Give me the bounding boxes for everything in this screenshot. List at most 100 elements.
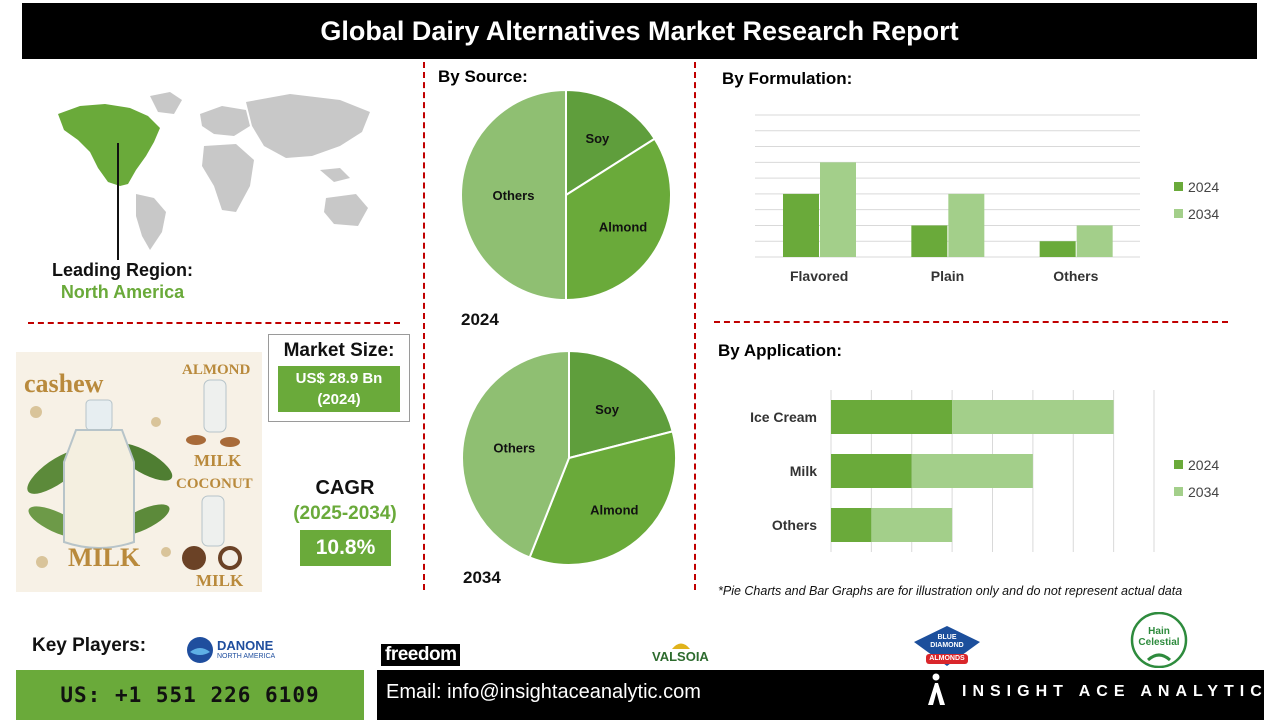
- plant-milk-illustration: cashew ALMOND MILK COCONUT MILK MILK: [16, 352, 262, 592]
- blue-diamond-name: BLUE DIAMOND: [930, 634, 964, 649]
- category-label: Milk: [790, 463, 817, 479]
- formulation-bar-chart: Flavored Plain Others 2024 2034: [755, 114, 1219, 284]
- category-label: Plain: [931, 268, 964, 284]
- bar-2024: [911, 225, 948, 257]
- legend-label: 2034: [1188, 484, 1219, 500]
- market-size-year: (2024): [317, 391, 361, 408]
- pie-slice-soy: [568, 349, 674, 460]
- coconut-bottle-shape: [201, 495, 225, 547]
- pie-slice-soy: [565, 88, 657, 197]
- greenland-shape: [150, 92, 182, 114]
- footer-phone: US: +1 551 226 6109: [16, 670, 364, 720]
- market-size-box: Market Size: US$ 28.9 Bn (2024): [268, 334, 410, 422]
- pie-slice-almond: [565, 137, 672, 302]
- illustration-word: cashew: [24, 369, 104, 398]
- insight-ace-logo-icon: [928, 673, 945, 705]
- footer-email: Email: info@insightaceanalytic.com: [386, 681, 701, 703]
- key-players-label: Key Players:: [32, 635, 147, 656]
- source-pie-2024: Soy Almond Others: [460, 88, 672, 302]
- asia-shape: [246, 94, 370, 158]
- legend-label: 2024: [1188, 457, 1219, 473]
- danone-logo: DANONE NORTH AMERICA: [186, 636, 286, 666]
- pie-slice-label: Others: [493, 188, 535, 203]
- diamond-badge-icon: [914, 626, 980, 666]
- legend-swatch: [1174, 209, 1183, 218]
- bar-2024: [831, 508, 872, 542]
- illustration-word: MILK: [196, 571, 244, 590]
- pie-slice-label: Soy: [585, 131, 610, 146]
- by-application-title: By Application:: [718, 341, 843, 360]
- bar-2024: [831, 454, 912, 488]
- milk-bottle-shape: [63, 429, 135, 549]
- hain-celestial-name: Hain Celestial: [1138, 626, 1180, 648]
- cagr-title: CAGR: [315, 477, 375, 499]
- right-horizontal-divider: [714, 321, 1228, 323]
- legend-swatch: [1174, 487, 1183, 496]
- pie-slice-label: Others: [493, 441, 535, 456]
- left-vertical-divider: [423, 62, 425, 590]
- pie-slice-others: [460, 88, 567, 302]
- hain-celestial-logo: Hain Celestial: [1130, 612, 1188, 668]
- bar-2024: [783, 193, 819, 257]
- bar-2034: [948, 193, 985, 257]
- report-title: Global Dairy Alternatives Market Researc…: [22, 3, 1257, 59]
- valsoia-leaf-icon: [672, 643, 690, 649]
- valsoia-logo: VALSOIA: [650, 640, 714, 668]
- bar-2034: [911, 454, 1033, 488]
- bar-2034: [820, 162, 856, 257]
- africa-shape: [202, 144, 254, 212]
- danone-name: DANONE: [217, 638, 274, 653]
- australia-shape: [324, 194, 368, 226]
- freedom-logo: freedom: [381, 644, 461, 666]
- footer-bar: [377, 670, 1264, 720]
- bar-2034: [871, 508, 953, 542]
- illustration-word: ALMOND: [182, 362, 250, 378]
- pie-slice-label: Soy: [595, 402, 620, 417]
- disclaimer-note: *Pie Charts and Bar Graphs are for illus…: [718, 584, 1183, 598]
- left-horizontal-divider: [28, 322, 400, 324]
- danone-sub: NORTH AMERICA: [217, 653, 276, 660]
- legend-swatch: [1174, 182, 1183, 191]
- source-pie-2034: Soy Almond Others: [461, 349, 677, 566]
- bar-2034: [1076, 225, 1113, 257]
- se-asia-shape: [320, 168, 350, 182]
- legend-label: 2024: [1188, 179, 1219, 195]
- world-map: [58, 92, 370, 250]
- illustration-word: COCONUT: [176, 476, 253, 492]
- legend-swatch: [1174, 460, 1183, 469]
- pie-slice-label: Almond: [590, 502, 638, 517]
- bar-2024: [1039, 241, 1076, 257]
- blue-diamond-logo: BLUE DIAMOND ALMONDS: [912, 624, 982, 668]
- milk-bottle-neck: [85, 399, 113, 431]
- application-bar-chart: Ice Cream Milk Others 2024 2034: [750, 390, 1219, 552]
- pie-slice-others: [461, 349, 570, 559]
- market-size-amount: US$ 28.9 Bn: [295, 370, 383, 387]
- category-label: Others: [772, 517, 817, 533]
- pie-slice-almond: [528, 430, 677, 566]
- category-label: Flavored: [790, 268, 848, 284]
- cagr-value: 10.8%: [300, 530, 391, 566]
- legend-label: 2034: [1188, 206, 1219, 222]
- almond-bottle-shape: [203, 379, 227, 433]
- market-size-title: Market Size:: [283, 340, 395, 361]
- valsoia-name: VALSOIA: [652, 649, 709, 664]
- danone-emblem-icon: [187, 637, 213, 663]
- category-label: Others: [1053, 268, 1098, 284]
- pie-slice-label: Almond: [599, 219, 647, 234]
- europe-shape: [200, 106, 250, 136]
- right-vertical-divider: [694, 62, 696, 590]
- blue-diamond-sub: ALMONDS: [929, 655, 965, 662]
- cagr-period: (2025-2034): [293, 503, 397, 524]
- bar-2024: [831, 400, 953, 434]
- south-america-shape: [136, 194, 166, 250]
- category-label: Ice Cream: [750, 409, 817, 425]
- leading-region-label: Leading Region:: [52, 260, 193, 280]
- by-source-title: By Source:: [438, 67, 528, 86]
- hain-celestial-badge-icon: [1130, 612, 1188, 668]
- leading-region-value: North America: [60, 282, 185, 302]
- footer-brand: INSIGHT ACE ANALYTIC: [962, 683, 1268, 700]
- illustration-word: MILK: [68, 543, 141, 572]
- market-size-value: US$ 28.9 Bn (2024): [278, 366, 400, 412]
- pie-2024-year-label: 2024: [461, 310, 499, 329]
- north-america-shape: [58, 104, 160, 186]
